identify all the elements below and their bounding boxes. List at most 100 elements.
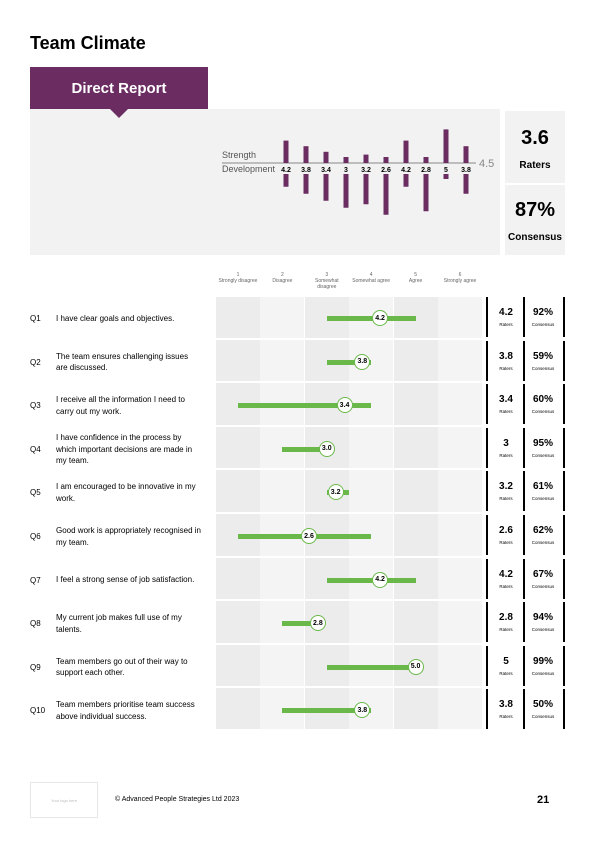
scale-tick-number: 4 [369, 272, 373, 278]
consensus-summary-box: 87% Consensus [505, 185, 565, 255]
section-tab-pointer [110, 109, 128, 118]
bar-value-label: 3 [344, 167, 348, 174]
row-raters-value: 4.2 [499, 568, 513, 580]
column-divider [563, 427, 565, 468]
question-number: Q4 [30, 444, 41, 454]
row-consensus-value: 50% [532, 699, 553, 711]
row-consensus-value: 67% [532, 568, 553, 580]
page-title: Team Climate [30, 33, 146, 53]
column-divider [486, 384, 488, 425]
row-consensus-label: Consensus [531, 409, 555, 415]
row-raters-label: Raters [499, 452, 513, 458]
row-raters-cell: 5 Raters [488, 656, 524, 676]
row-raters-label: Raters [499, 365, 513, 371]
mean-score-marker: 4.2 [372, 310, 389, 326]
row-raters-value: 3.2 [499, 481, 513, 493]
question-row: Q1 I have clear goals and objectives. 4.2 4… [0, 297, 595, 340]
column-divider [486, 645, 488, 686]
development-bar [403, 171, 409, 187]
bar-value-label-bg [398, 164, 414, 174]
column-divider [486, 602, 488, 643]
row-raters-value: 3.8 [499, 699, 513, 711]
development-axis-label: Development [222, 164, 276, 174]
question-row: Q2 The team ensures challenging issues ar… [0, 340, 595, 384]
row-raters-label: Raters [499, 409, 513, 415]
question-number: Q7 [30, 575, 41, 585]
row-consensus-label: Consensus [531, 670, 555, 676]
mean-score-marker: 3.8 [354, 353, 371, 370]
bar-value-label: 4.2 [281, 167, 291, 174]
column-divider [523, 471, 525, 512]
row-raters-value: 3.4 [499, 394, 513, 406]
row-separator [216, 555, 484, 558]
question-row: Q5 I am encouraged to be innovative in my… [0, 471, 595, 514]
strength-bar [463, 146, 469, 163]
column-divider [563, 602, 565, 643]
bar-value-label-bg [298, 164, 314, 174]
consensus-summary-label: Consensus [508, 232, 562, 243]
column-divider [486, 515, 488, 555]
bar-value-label: 3.4 [321, 167, 331, 174]
row-consensus-value: 62% [532, 525, 553, 536]
logo-placeholder: Your logo here [30, 782, 98, 818]
question-number: Q8 [30, 619, 41, 629]
scale-tick-number: 3 [325, 272, 329, 278]
response-range-bar [282, 621, 318, 627]
scale-tick-text: Somewhat agree [352, 278, 391, 284]
development-bar [363, 171, 369, 205]
column-divider [563, 471, 565, 512]
row-separator [216, 686, 484, 689]
page-number: 21 [537, 794, 550, 806]
question-row: Q6 Good work is appropriately recognised … [0, 515, 595, 558]
bar-value-label-bg [278, 164, 294, 174]
row-raters-cell: 2.6 Raters [488, 525, 524, 545]
row-consensus-cell: 67% Consensus [525, 569, 561, 589]
raters-summary-label: Raters [519, 160, 551, 171]
row-consensus-label: Consensus [531, 583, 555, 589]
column-divider [563, 558, 565, 599]
summary-bar-chart: Strength Development 4.5 4.2 3.8 3.4 3 3.2 2.6 4.… [222, 129, 494, 215]
bar-value-label: 3.2 [361, 167, 371, 174]
development-bar [283, 171, 289, 187]
row-raters-label: Raters [499, 496, 513, 502]
scale-tick-label: 4 Somewhat agree [341, 272, 401, 284]
question-row: Q4 I have confidence in the process by wh… [0, 427, 595, 471]
bar-value-label-bg [318, 164, 334, 174]
question-text: The team ensures challenging issues are … [56, 351, 189, 373]
row-separator [216, 599, 484, 602]
row-raters-label: Raters [499, 540, 513, 545]
scale-tick-number: 2 [281, 272, 284, 278]
response-range-bar [326, 577, 416, 583]
mean-score-marker: 3.0 [318, 440, 335, 457]
column-divider [563, 340, 565, 381]
raters-summary-value: 3.6 [521, 127, 549, 149]
column-divider [486, 297, 488, 337]
response-range-bar [326, 316, 416, 321]
row-raters-cell: 4.2 Raters [488, 307, 524, 327]
column-divider [523, 384, 525, 425]
row-consensus-cell: 61% Consensus [525, 481, 561, 501]
scale-tick-label: 6 Strongly agree [430, 272, 490, 284]
development-bar [323, 171, 329, 201]
row-consensus-label: Consensus [531, 496, 555, 502]
row-raters-value: 2.8 [499, 612, 513, 624]
question-text: My current job makes full use of my tale… [56, 613, 182, 634]
row-consensus-value: 59% [532, 350, 553, 362]
strength-bar [423, 157, 429, 163]
row-separator [216, 512, 484, 514]
column-divider [486, 471, 488, 512]
row-raters-label: Raters [499, 714, 513, 720]
consensus-summary-value: 87% [514, 199, 556, 221]
row-consensus-cell: 60% Consensus [525, 394, 561, 414]
scale-tick-text: Strongly agree [443, 278, 477, 284]
row-separator [216, 468, 484, 471]
column-divider [486, 340, 488, 381]
row-raters-label: Raters [499, 583, 513, 589]
row-consensus-value: 94% [532, 612, 553, 624]
bar-value-label: 2.6 [381, 167, 391, 174]
response-range-bar [326, 359, 372, 365]
bar-value-label: 2.8 [421, 167, 431, 174]
scale-tick-text: Strongly disagree [218, 278, 258, 284]
scale-tick-text: Agree [408, 278, 423, 284]
response-range-bar [238, 403, 372, 409]
